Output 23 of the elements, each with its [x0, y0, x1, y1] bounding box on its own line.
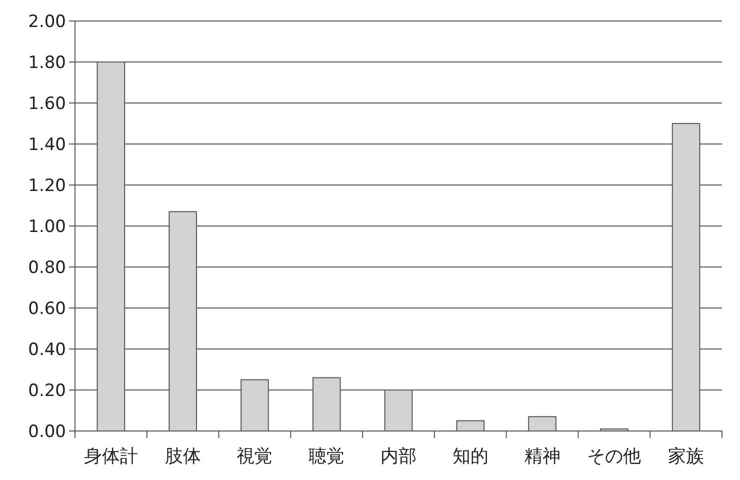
- y-tick-label: 0.80: [28, 258, 66, 278]
- y-tick-label: 1.20: [28, 176, 66, 196]
- x-tick-label: 家族: [668, 446, 704, 467]
- y-tick-label: 0.40: [28, 340, 66, 360]
- x-tick-label: 精神: [524, 446, 560, 467]
- y-tick-label: 0.20: [28, 381, 66, 401]
- x-tick-label: 知的: [452, 446, 488, 467]
- y-tick-label: 1.60: [28, 94, 66, 114]
- x-tick-label: 視覚: [236, 446, 273, 467]
- y-tick-label: 2.00: [28, 12, 66, 32]
- y-tick-label: 1.40: [28, 135, 66, 155]
- y-tick-label: 0.00: [28, 422, 66, 442]
- x-tick-label: その他: [587, 446, 642, 467]
- y-tick-label: 1.80: [28, 53, 66, 73]
- bar: [600, 428, 628, 432]
- bar: [456, 420, 485, 432]
- x-tick-label: 聴覚: [308, 446, 345, 467]
- x-tick-label: 内部: [380, 446, 416, 467]
- bar: [528, 416, 556, 432]
- x-tick-label: 身体計: [84, 446, 138, 467]
- y-tick-label: 0.60: [28, 299, 66, 319]
- x-tick-label: 肢体: [164, 446, 201, 467]
- y-tick-label: 1.00: [28, 217, 66, 237]
